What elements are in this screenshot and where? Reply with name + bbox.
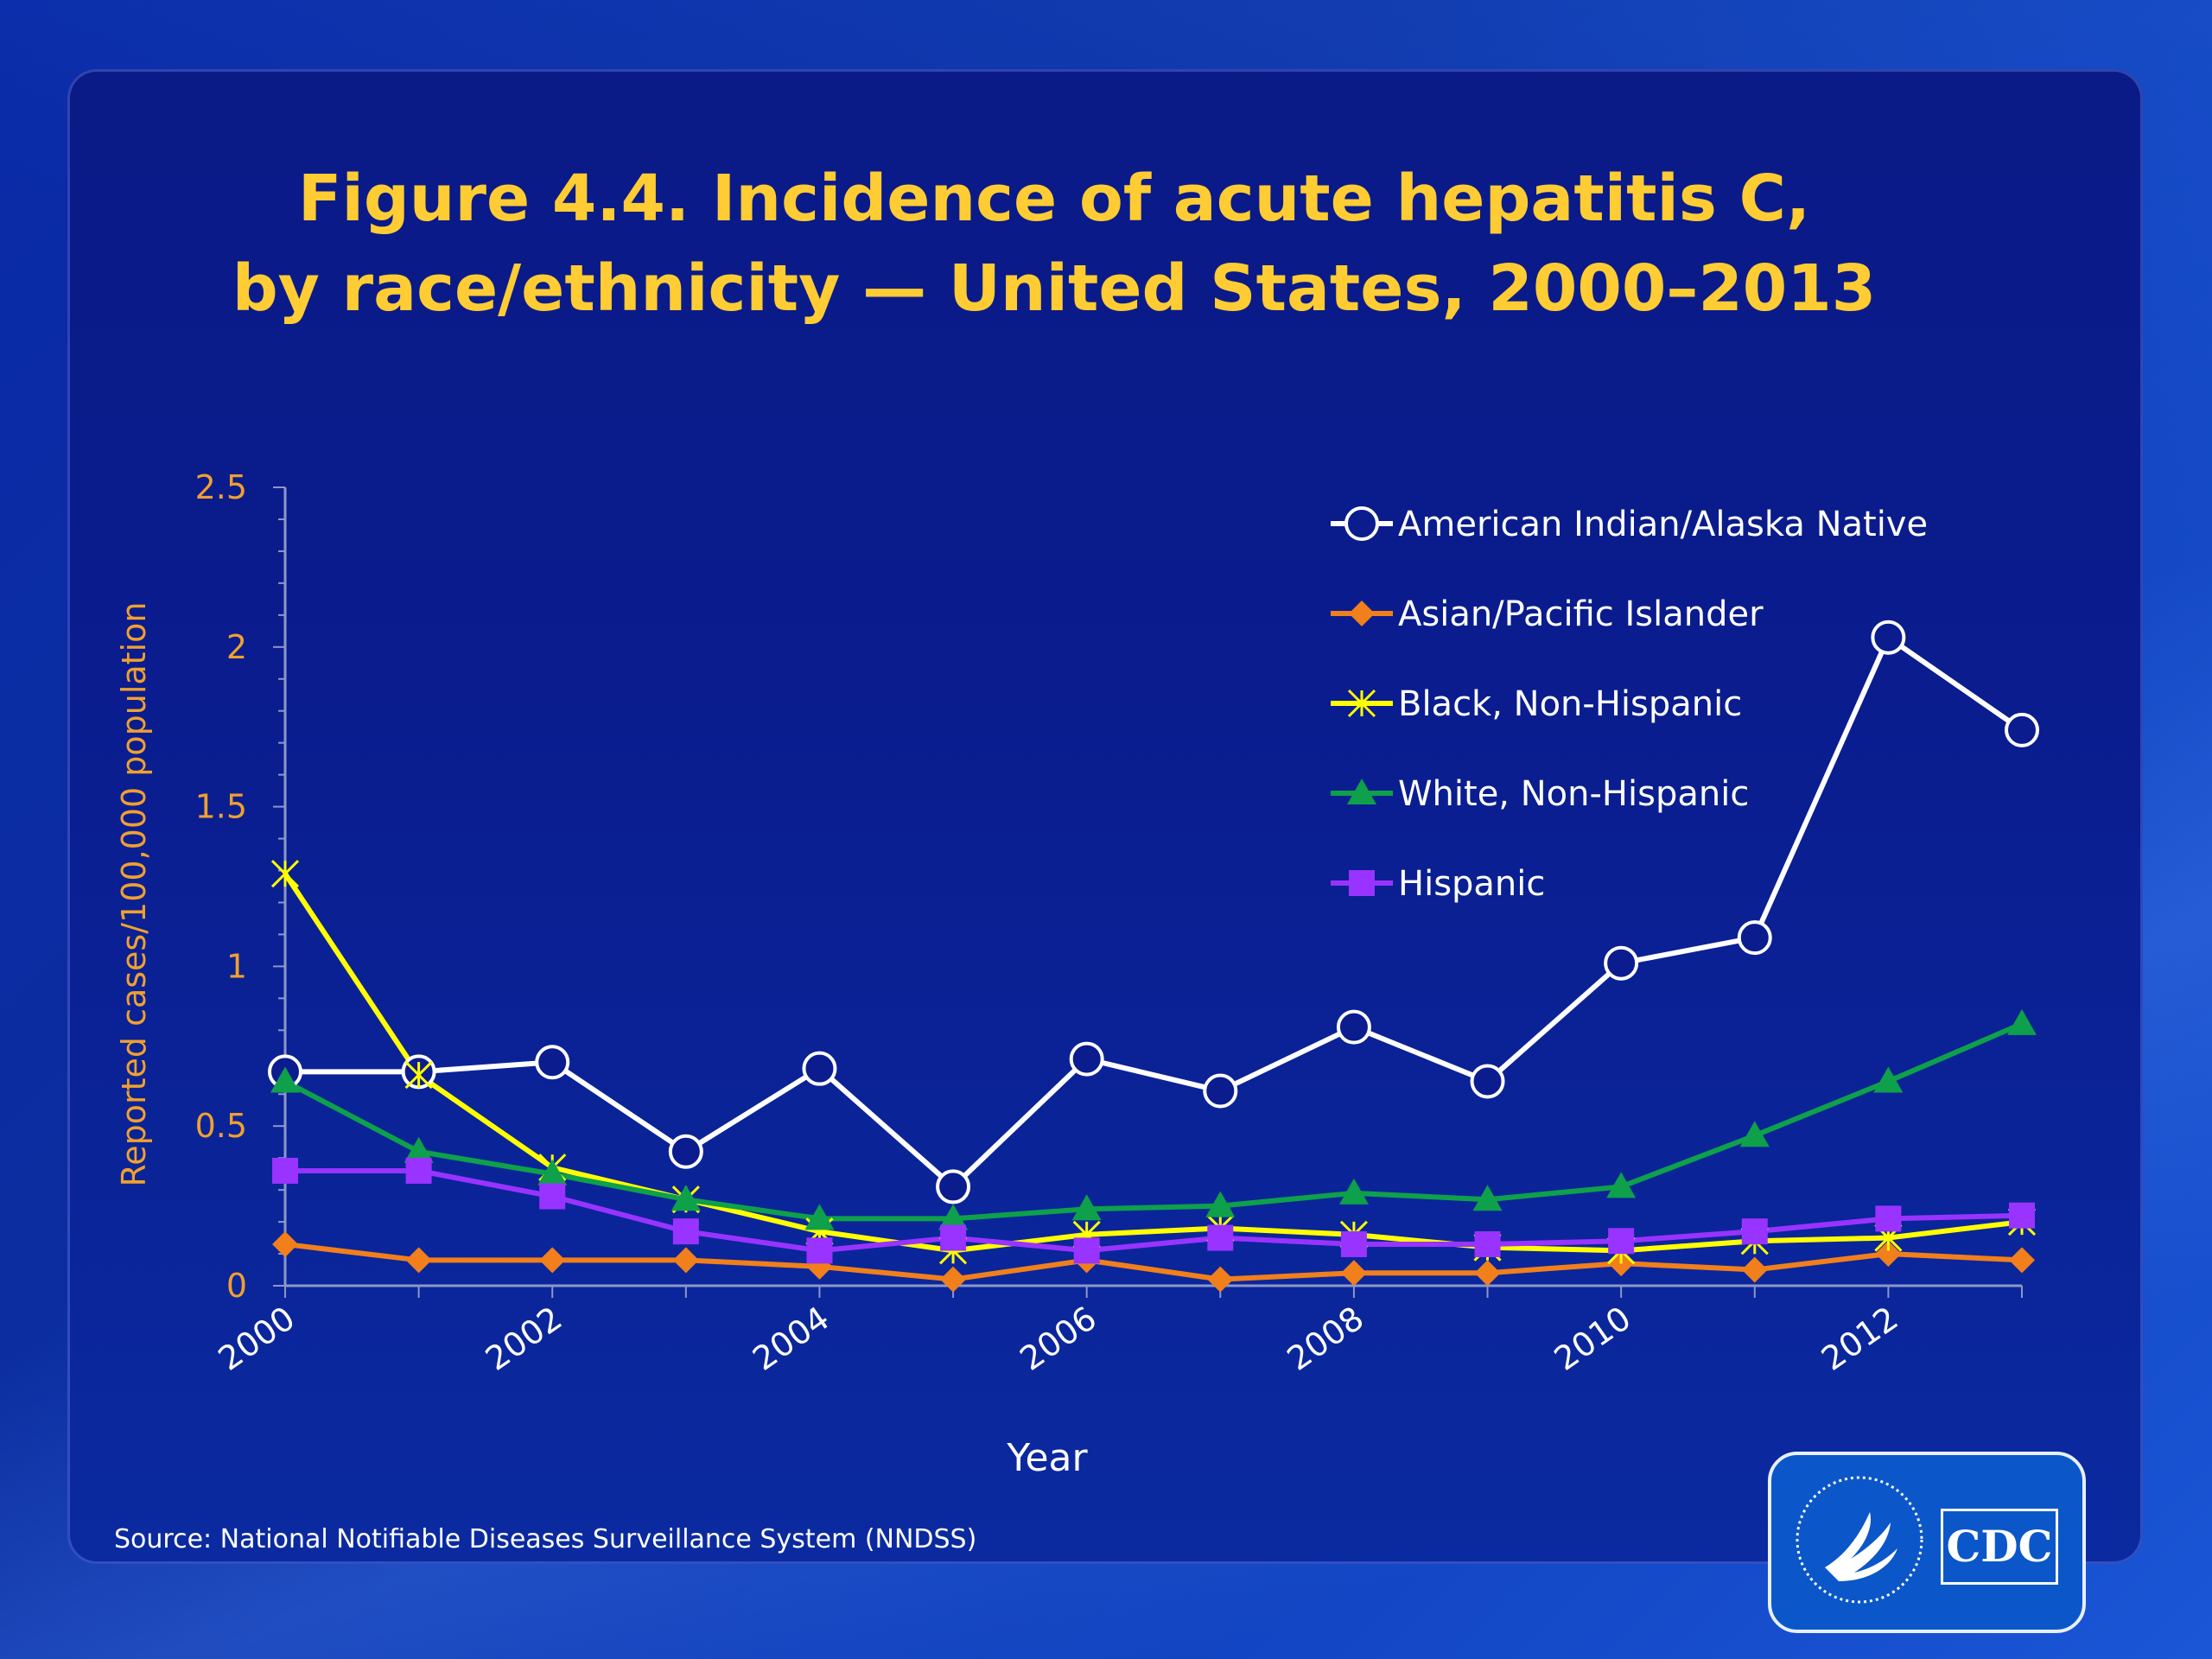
series-line xyxy=(283,872,2023,1254)
data-point-diamond xyxy=(1207,1266,1234,1293)
y-tick-label: 0.5 xyxy=(195,1107,247,1145)
data-point-square xyxy=(405,1157,432,1184)
data-point-diamond xyxy=(940,1266,967,1293)
y-tick-label: 2 xyxy=(226,628,247,666)
data-point-diamond xyxy=(672,1247,699,1274)
y-axis-label: Reported cases/100,000 population xyxy=(115,602,153,1187)
data-point-square xyxy=(1349,870,1375,896)
data-point-diamond xyxy=(1349,601,1375,626)
title-line-1: Figure 4.4. Incidence of acute hepatitis… xyxy=(297,162,1811,236)
data-point-triangle xyxy=(270,1066,300,1093)
chart-legend: American Indian/Alaska Native Asian/Pacif… xyxy=(1331,505,1928,904)
legend-label: Black, Non-Hispanic xyxy=(1398,684,1742,724)
data-point-triangle xyxy=(1338,1178,1369,1205)
data-point-square xyxy=(806,1237,833,1264)
data-point-diamond xyxy=(405,1247,432,1274)
data-point-circle xyxy=(535,1045,570,1080)
data-point-square xyxy=(1474,1230,1501,1257)
data-point-diamond xyxy=(1340,1260,1367,1287)
data-point-square xyxy=(1741,1218,1768,1245)
data-point-square xyxy=(1073,1237,1100,1264)
data-point-square xyxy=(539,1183,566,1210)
data-point-triangle xyxy=(2007,1008,2037,1035)
data-point-square xyxy=(940,1224,967,1251)
data-point-square xyxy=(2009,1202,2035,1229)
x-tick-label: 2002 xyxy=(479,1299,569,1378)
data-point-diamond xyxy=(1875,1241,1902,1268)
legend-label: Asian/Pacific Islander xyxy=(1398,594,1764,634)
data-point-circle xyxy=(1336,1009,1371,1045)
y-tick-label: 2.5 xyxy=(195,468,247,506)
data-point-triangle xyxy=(1205,1191,1236,1217)
data-point-diamond xyxy=(1474,1260,1501,1287)
data-point-triangle xyxy=(537,1159,568,1185)
title-line-2: by race/ethnicity — United States, 2000–… xyxy=(232,251,1877,326)
slide-panel xyxy=(67,69,2143,1564)
series-line xyxy=(283,1021,2024,1222)
x-tick-label: 2008 xyxy=(1281,1299,1370,1378)
x-tick-label: 2000 xyxy=(212,1299,302,1378)
data-point-triangle xyxy=(1472,1185,1503,1211)
data-point-triangle xyxy=(1071,1194,1102,1221)
data-point-triangle xyxy=(404,1136,434,1163)
data-point-triangle xyxy=(1347,779,1376,804)
data-point-circle xyxy=(1344,506,1379,541)
legend-label: American Indian/Alaska Native xyxy=(1398,505,1928,544)
data-point-circle xyxy=(1604,945,1639,981)
x-axis-label: Year xyxy=(1006,1436,1088,1480)
y-tick-label: 1.5 xyxy=(195,788,247,826)
data-point-triangle xyxy=(938,1204,969,1230)
data-point-star xyxy=(1347,689,1376,718)
y-tick-label: 0 xyxy=(226,1267,247,1305)
data-point-square xyxy=(1340,1230,1367,1257)
x-tick-label: 2006 xyxy=(1013,1299,1103,1378)
source-note: Source: National Notifiable Diseases Sur… xyxy=(114,1524,977,1554)
series-markers xyxy=(268,620,2039,1293)
data-point-square xyxy=(1207,1224,1234,1251)
legend-label: White, Non-Hispanic xyxy=(1398,774,1749,814)
data-point-diamond xyxy=(2009,1247,2035,1274)
legend-label: Hispanic xyxy=(1398,864,1545,904)
hhs-seal-icon xyxy=(1796,1476,1923,1604)
data-point-circle xyxy=(1470,1064,1505,1099)
y-tick-label: 1 xyxy=(226,947,247,985)
x-tick-label: 2010 xyxy=(1548,1299,1637,1378)
data-point-square xyxy=(272,1157,298,1184)
data-point-circle xyxy=(1871,620,1906,655)
cdc-logo-text: CDC xyxy=(1941,1509,2058,1585)
data-point-diamond xyxy=(539,1247,566,1274)
data-point-square xyxy=(1608,1228,1635,1255)
data-point-circle xyxy=(2005,712,2039,747)
data-point-diamond xyxy=(1741,1256,1768,1283)
data-point-triangle xyxy=(1739,1121,1770,1147)
series-line xyxy=(285,1167,2023,1254)
x-tick-label: 2004 xyxy=(746,1299,836,1378)
data-point-star xyxy=(270,860,300,888)
data-point-triangle xyxy=(1873,1066,1904,1093)
data-point-diamond xyxy=(272,1230,298,1257)
data-point-circle xyxy=(936,1169,971,1205)
data-point-circle xyxy=(1203,1073,1238,1109)
data-point-triangle xyxy=(671,1185,701,1211)
data-point-circle xyxy=(1069,1041,1104,1077)
data-point-square xyxy=(1875,1205,1902,1232)
data-point-circle xyxy=(1737,920,1772,956)
data-point-circle xyxy=(802,1051,837,1086)
series-line xyxy=(285,634,2024,1190)
x-tick-label: 2012 xyxy=(1815,1299,1904,1378)
data-point-triangle xyxy=(1606,1172,1637,1198)
cdc-logo-badge xyxy=(1768,1452,2086,1633)
data-point-star xyxy=(404,1061,433,1090)
data-point-triangle xyxy=(804,1204,835,1230)
chart-title: Figure 4.4. Incidence of acute hepatitis… xyxy=(0,154,2108,334)
data-point-circle xyxy=(668,1134,703,1169)
series-lines xyxy=(283,634,2024,1282)
data-point-square xyxy=(672,1218,699,1245)
series-line xyxy=(284,1241,2023,1282)
